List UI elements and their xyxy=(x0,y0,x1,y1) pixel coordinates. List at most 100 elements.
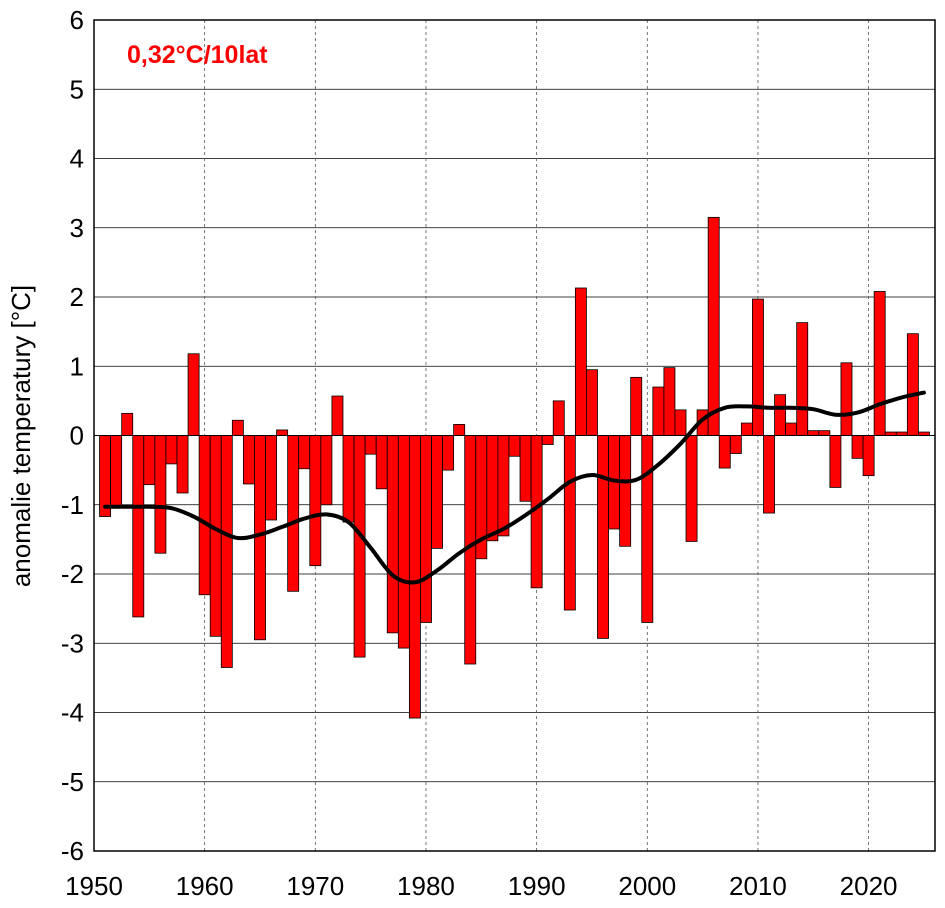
smoothed-trend-line xyxy=(103,390,926,585)
y-axis-label: anomalie temperatury [°C] xyxy=(6,285,36,587)
bar xyxy=(353,435,366,658)
plot-frame-group xyxy=(93,19,936,852)
bar xyxy=(431,435,443,549)
bar xyxy=(597,435,609,639)
x-tick-label: 2010 xyxy=(729,871,787,901)
bar xyxy=(918,431,930,436)
y-tick-label: 0 xyxy=(70,421,84,451)
x-tick-label: 1970 xyxy=(286,871,344,901)
bar xyxy=(740,422,753,436)
x-tick-label: 1960 xyxy=(176,871,234,901)
bar xyxy=(143,435,156,486)
bar xyxy=(508,435,521,457)
bar xyxy=(763,435,775,514)
y-tick-label: 3 xyxy=(70,213,84,243)
bar xyxy=(342,435,355,523)
bar xyxy=(685,435,698,542)
bar xyxy=(563,435,576,611)
bar xyxy=(287,435,300,592)
bar xyxy=(884,431,897,436)
bar xyxy=(541,435,554,445)
bar xyxy=(442,435,455,471)
y-tick-label: 5 xyxy=(70,74,84,104)
y-tick-label: 1 xyxy=(70,351,84,381)
bar xyxy=(707,216,720,436)
bar xyxy=(209,435,222,637)
bar xyxy=(265,435,277,521)
bar xyxy=(641,435,654,623)
bar xyxy=(220,435,233,668)
bar xyxy=(408,435,421,719)
x-tick-label: 1980 xyxy=(397,871,455,901)
bar xyxy=(718,435,731,469)
bar xyxy=(586,369,598,436)
bar xyxy=(796,322,809,436)
bar xyxy=(298,435,311,470)
bar xyxy=(254,435,266,641)
bar xyxy=(154,435,167,554)
bar xyxy=(873,291,886,436)
bar xyxy=(132,435,145,618)
bar xyxy=(276,429,289,436)
bar xyxy=(110,435,123,507)
bar xyxy=(420,435,432,623)
bar xyxy=(818,430,831,436)
bar xyxy=(663,367,676,436)
x-tick-label: 2020 xyxy=(840,871,898,901)
x-tick-label: 2000 xyxy=(618,871,676,901)
bar xyxy=(752,298,764,436)
bar xyxy=(375,435,388,490)
bar xyxy=(453,424,466,436)
y-tick-label: -4 xyxy=(61,698,84,728)
y-tick-label: -6 xyxy=(61,836,84,866)
bar xyxy=(176,435,189,494)
x-tick-label: 1990 xyxy=(508,871,566,901)
y-tick-label: 4 xyxy=(70,144,84,174)
bar xyxy=(619,435,632,547)
bar xyxy=(165,435,178,465)
bar xyxy=(851,435,864,459)
bar xyxy=(840,362,853,436)
bar xyxy=(497,435,510,537)
bar xyxy=(774,394,787,436)
bar xyxy=(364,435,377,455)
x-tick-label: 1950 xyxy=(65,871,123,901)
bar xyxy=(99,435,111,517)
y-tick-label: -3 xyxy=(61,628,84,658)
trend-annotation: 0,32°C/10lat xyxy=(127,41,268,69)
bar xyxy=(729,435,742,454)
bar xyxy=(198,435,211,596)
bar xyxy=(652,386,665,436)
bar xyxy=(574,287,587,436)
bar xyxy=(320,435,333,506)
smooth-line-group xyxy=(103,390,926,585)
bar xyxy=(486,435,499,542)
bar xyxy=(785,422,798,436)
bar xyxy=(862,435,875,477)
y-tick-label: 2 xyxy=(70,282,84,312)
tick-labels: -6 -5 -4 -3 -2 -1 0 1 2 3 4 5 6 1950 1960 1970 1980 1990 2… xyxy=(61,5,898,901)
y-tick-label: 6 xyxy=(70,5,84,35)
bar xyxy=(906,333,919,436)
y-tick-label: -2 xyxy=(61,559,84,589)
bar xyxy=(386,435,399,634)
bar xyxy=(231,419,244,436)
bar xyxy=(895,431,908,436)
y-tick-label: -5 xyxy=(61,767,84,797)
bar xyxy=(552,400,565,436)
plot-frame xyxy=(93,19,936,852)
bar xyxy=(242,435,255,485)
bar xyxy=(674,409,687,436)
bar xyxy=(630,376,643,436)
y-tick-label: -1 xyxy=(61,490,84,520)
bar xyxy=(187,353,200,436)
bar xyxy=(121,412,134,436)
bar xyxy=(519,435,532,502)
bar xyxy=(397,435,410,649)
bar xyxy=(309,435,322,567)
bar xyxy=(829,435,842,488)
bar xyxy=(807,430,820,436)
bar xyxy=(331,395,344,436)
